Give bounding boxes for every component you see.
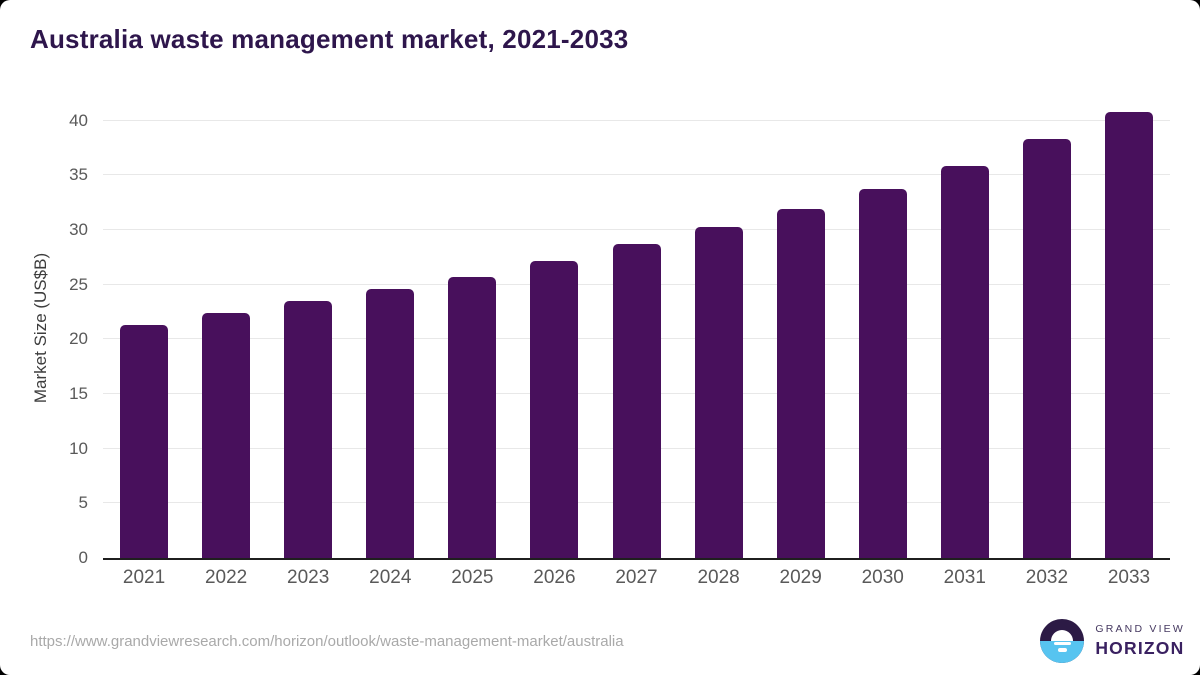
bar-2028 <box>694 226 743 558</box>
bar-2022 <box>202 313 251 558</box>
bar-2033 <box>1104 112 1153 558</box>
x-tick-label-2030: 2030 <box>861 567 904 588</box>
brand-name-bottom: HORIZON <box>1095 638 1185 658</box>
bar-slot-2021 <box>103 98 185 558</box>
bar-slot-2028 <box>678 98 760 558</box>
x-tick-label-2028: 2028 <box>697 567 740 588</box>
x-tick-label-2026: 2026 <box>533 567 576 588</box>
x-tick-label-2031: 2031 <box>943 567 986 588</box>
y-tick-label-15: 15 <box>69 384 88 404</box>
bar-slot-2023 <box>267 98 349 558</box>
bar-slot-2027 <box>595 98 677 558</box>
x-axis-labels: 2021 2022 2023 2024 2025 2026 2027 2028 2029 2030… <box>103 567 1170 589</box>
bar-slot-2024 <box>349 98 431 558</box>
x-tick-label-2032: 2032 <box>1025 567 1069 588</box>
bar-2026 <box>530 260 579 558</box>
bar-slot-2025 <box>431 98 513 558</box>
bar-2024 <box>366 289 415 558</box>
gridline-y-35 <box>103 174 1170 176</box>
footer: https://www.grandviewresearch.com/horizo… <box>30 614 1185 668</box>
source-url: https://www.grandviewresearch.com/horizo… <box>30 632 624 650</box>
x-tick-label-2022: 2022 <box>204 567 248 588</box>
y-tick-label-0: 0 <box>78 548 88 567</box>
bar-2021 <box>120 325 169 558</box>
x-tick-label-2021: 2021 <box>122 567 166 588</box>
gridline-y-30 <box>103 229 1170 231</box>
bar-slot-2033 <box>1088 98 1170 558</box>
bar-2023 <box>284 301 333 558</box>
y-tick-label-10: 10 <box>69 438 88 458</box>
x-tick-label-2027: 2027 <box>615 567 658 588</box>
logo-sea-half <box>1040 641 1085 663</box>
logo-sun-dome <box>1051 630 1074 641</box>
bar-slot-2029 <box>760 98 842 558</box>
x-tick-label-2023: 2023 <box>287 567 330 588</box>
bar-slot-2022 <box>185 98 267 558</box>
x-tick-label-2029: 2029 <box>779 567 822 588</box>
y-tick-label-35: 35 <box>69 165 88 185</box>
x-tick-label-2024: 2024 <box>369 567 412 588</box>
y-axis-tick-labels: 0 5 10 15 20 25 30 35 40 <box>0 98 88 567</box>
bar-2030 <box>858 188 907 558</box>
brand-name: GRAND VIEW HORIZON <box>1095 623 1185 659</box>
bar-2029 <box>776 209 825 558</box>
y-tick-label-40: 40 <box>69 110 88 130</box>
gridline-y-40 <box>103 119 1170 121</box>
brand-logo: GRAND VIEW HORIZON <box>1040 619 1185 663</box>
sun-over-horizon-icon <box>1040 619 1085 663</box>
logo-reflection-line-2 <box>1057 648 1067 652</box>
y-tick-label-20: 20 <box>69 329 88 349</box>
x-tick-label-2025: 2025 <box>451 567 494 588</box>
bar-2025 <box>448 277 497 558</box>
bar-slot-2030 <box>842 98 924 558</box>
bar-2027 <box>612 244 661 558</box>
plot-area <box>103 98 1170 560</box>
y-tick-label-30: 30 <box>69 220 88 240</box>
bar-2032 <box>1022 139 1071 558</box>
logo-reflection-line-1 <box>1053 641 1071 646</box>
bar-2031 <box>940 165 989 558</box>
bar-slot-2032 <box>1006 98 1088 558</box>
bar-slot-2026 <box>513 98 595 558</box>
y-tick-label-5: 5 <box>78 493 88 513</box>
y-tick-label-25: 25 <box>69 274 88 294</box>
brand-name-top: GRAND VIEW <box>1095 623 1185 635</box>
x-tick-label-2033: 2033 <box>1107 567 1151 588</box>
chart-title: Australia waste management market, 2021-… <box>30 24 629 54</box>
bar-slot-2031 <box>924 98 1006 558</box>
